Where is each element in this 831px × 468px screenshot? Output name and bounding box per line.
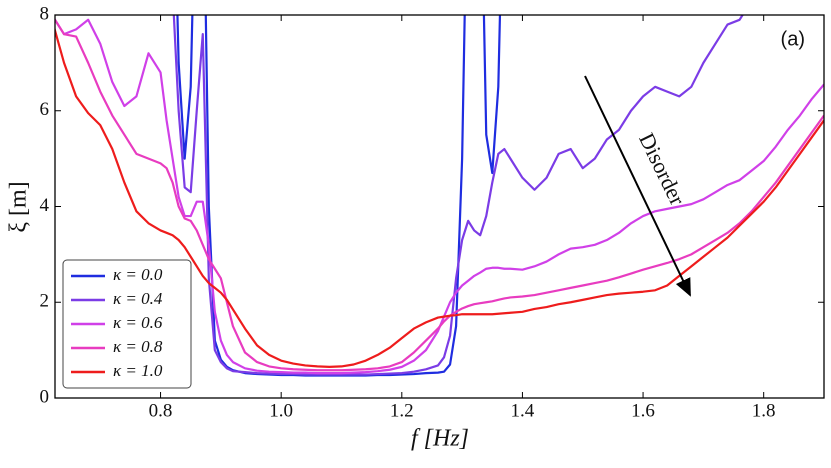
y-axis-label: ξ [m] — [6, 181, 32, 232]
plot-area — [55, 15, 824, 377]
data-line — [176, 15, 502, 377]
disorder-arrow — [584, 75, 691, 297]
x-tick-label: 1.2 — [390, 400, 414, 421]
plot-frame — [54, 14, 825, 399]
legend-label: κ = 0.6 — [113, 313, 163, 332]
x-tick-label: 1.6 — [631, 400, 655, 421]
y-tick-label: 2 — [40, 291, 50, 312]
data-line — [55, 17, 824, 375]
x-tick-label: 1.4 — [511, 400, 535, 421]
y-tick-label: 8 — [40, 3, 50, 24]
x-tick-label: 0.8 — [149, 400, 173, 421]
legend-label: κ = 0.8 — [113, 337, 163, 356]
legend-label: κ = 0.0 — [113, 265, 163, 284]
x-tick-label: 1.8 — [752, 400, 776, 421]
y-tick-label: 6 — [40, 99, 50, 120]
data-line — [55, 26, 824, 368]
legend-label: κ = 0.4 — [113, 289, 163, 308]
data-line — [55, 17, 824, 372]
legend-label: κ = 1.0 — [113, 361, 163, 380]
y-tick-label: 4 — [40, 195, 50, 216]
panel-label: (a) — [781, 28, 805, 50]
data-line — [172, 15, 744, 376]
legend-box — [62, 259, 192, 389]
y-tick-label: 0 — [40, 386, 50, 407]
x-tick-label: 1.0 — [269, 400, 293, 421]
legend: κ = 0.0 κ = 0.4 κ = 0.6 κ = 0.8 κ = 1.0 — [62, 259, 192, 389]
x-axis-label: f [Hz] — [411, 426, 469, 452]
